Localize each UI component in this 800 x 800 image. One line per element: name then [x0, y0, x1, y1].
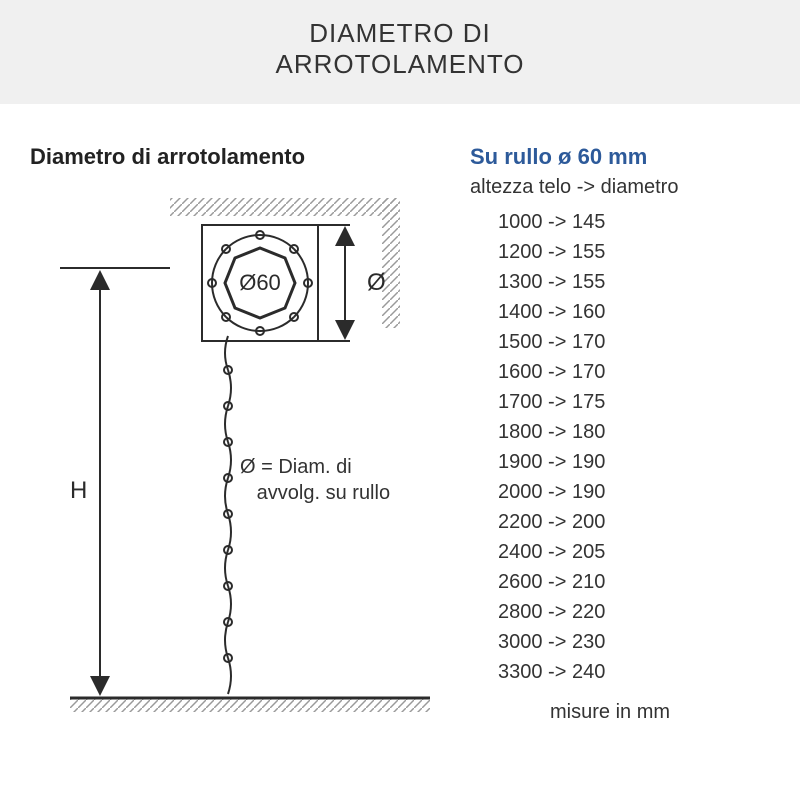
- table-row: 3000 -> 230: [498, 627, 770, 657]
- table-row: 1500 -> 170: [498, 327, 770, 357]
- table-row: 1200 -> 155: [498, 237, 770, 267]
- table-row: 1400 -> 160: [498, 297, 770, 327]
- table-title-symbol: ø: [558, 144, 571, 169]
- table-row: 2200 -> 200: [498, 507, 770, 537]
- header-banner: DIAMETRO DI ARROTOLAMENTO: [0, 0, 800, 104]
- diagram-legend: Ø = Diam. di avvolg. su rullo: [240, 454, 390, 506]
- hub-label: Ø60: [239, 270, 281, 295]
- table-title-prefix: Su rullo: [470, 144, 558, 169]
- header-line2: ARROTOLAMENTO: [276, 49, 525, 79]
- table-row: 1700 -> 175: [498, 387, 770, 417]
- table-title-value: 60 mm: [578, 144, 648, 169]
- table-rows: 1000 -> 1451200 -> 1551300 -> 1551400 ->…: [470, 207, 770, 687]
- legend-symbol: Ø: [240, 456, 256, 478]
- table-row: 1600 -> 170: [498, 357, 770, 387]
- table-row: 2800 -> 220: [498, 597, 770, 627]
- table-column: Su rullo ø 60 mm altezza telo -> diametr…: [460, 144, 770, 753]
- legend-line1: = Diam. di: [261, 456, 352, 478]
- diameter-symbol: Ø: [367, 269, 386, 296]
- height-label: H: [70, 477, 87, 504]
- table-row: 2400 -> 205: [498, 537, 770, 567]
- table-row: 2600 -> 210: [498, 567, 770, 597]
- table-row: 2000 -> 190: [498, 477, 770, 507]
- content-area: Diametro di arrotolamento: [0, 104, 800, 763]
- table-row: 1000 -> 145: [498, 207, 770, 237]
- table-subhead: altezza telo -> diametro: [470, 176, 770, 199]
- legend-line2: avvolg. su rullo: [257, 482, 390, 504]
- diagram-column: Diametro di arrotolamento: [30, 144, 460, 753]
- table-row: 1800 -> 180: [498, 417, 770, 447]
- table-row: 3300 -> 240: [498, 657, 770, 687]
- header-line1: DIAMETRO DI: [309, 18, 490, 48]
- table-row: 1300 -> 155: [498, 267, 770, 297]
- table-title: Su rullo ø 60 mm: [470, 144, 770, 170]
- table-footer: misure in mm: [470, 701, 770, 724]
- table-row: 1900 -> 190: [498, 447, 770, 477]
- diagram-title: Diametro di arrotolamento: [30, 144, 460, 170]
